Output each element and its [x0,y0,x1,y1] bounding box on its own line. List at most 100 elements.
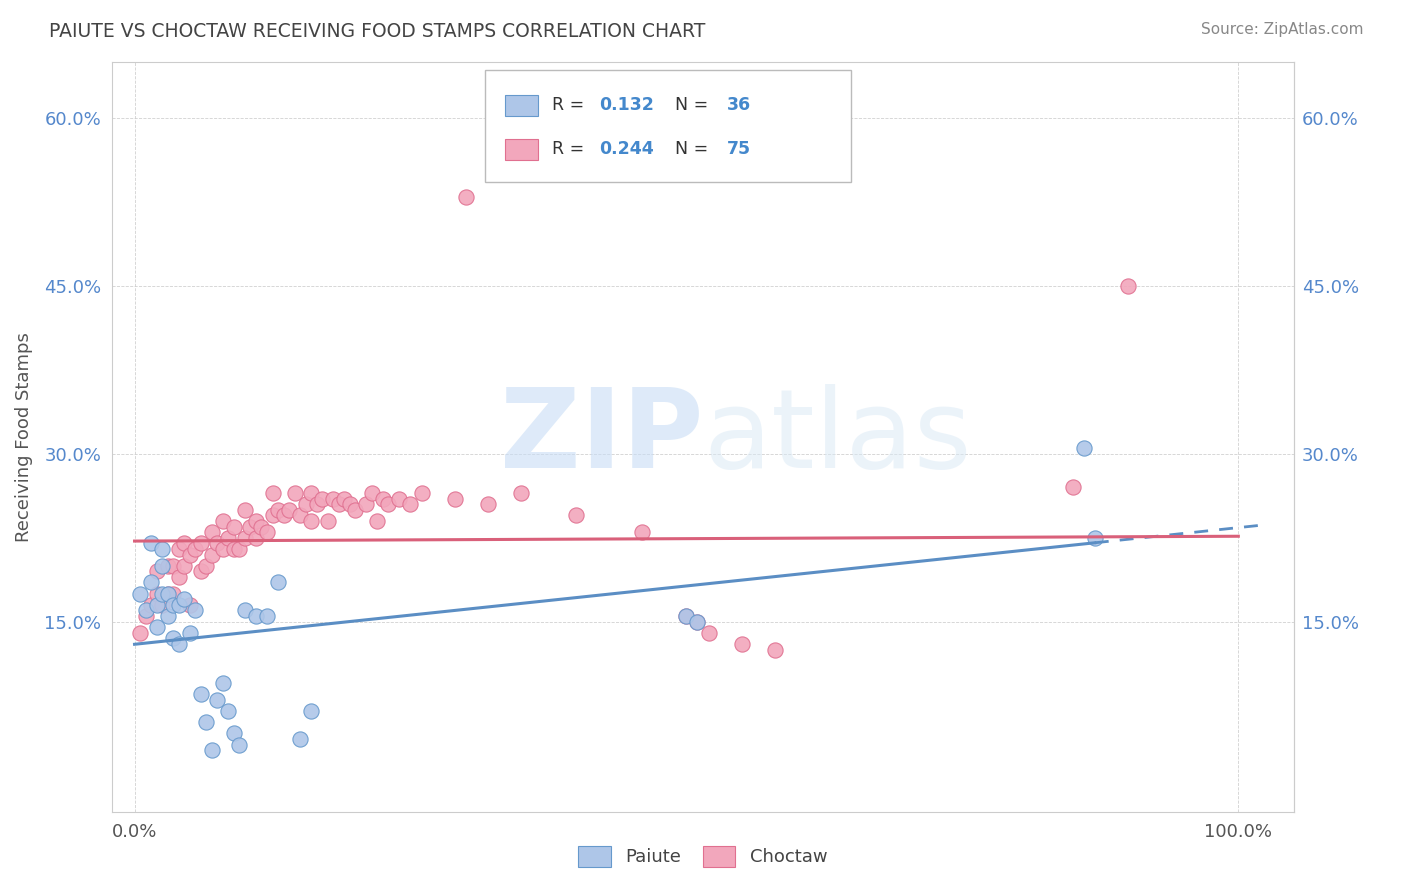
Point [217,704,239,718]
Point [299,514,322,528]
Point [201,525,224,540]
Point [250,519,273,533]
Point [256,525,278,540]
Point [377,497,399,511]
Point [697,625,720,640]
Point [150,558,173,573]
Point [284,486,307,500]
Point [730,637,752,651]
Point [256,609,278,624]
Point [190,536,212,550]
Text: 36: 36 [727,96,751,114]
Text: R =: R = [551,140,589,158]
Point [167,598,190,612]
Point [228,738,250,752]
Text: R =: R = [551,96,589,114]
Point [167,637,190,651]
Point [267,575,290,590]
Point [162,632,184,646]
Text: PAIUTE VS CHOCTAW RECEIVING FOOD STAMPS CORRELATION CHART: PAIUTE VS CHOCTAW RECEIVING FOOD STAMPS … [49,22,706,41]
Point [316,514,339,528]
Point [305,497,328,511]
Point [139,575,162,590]
Point [162,598,184,612]
Point [195,715,218,730]
Point [179,598,201,612]
Point [156,587,179,601]
Point [1084,531,1107,545]
Point [278,502,301,516]
Text: N =: N = [664,140,714,158]
Point [162,587,184,601]
Point [222,519,245,533]
Point [145,587,167,601]
Point [245,514,267,528]
Point [179,625,201,640]
Point [333,491,356,506]
Point [217,531,239,545]
Point [371,491,394,506]
Text: Source: ZipAtlas.com: Source: ZipAtlas.com [1201,22,1364,37]
Point [763,642,786,657]
Point [1073,442,1095,456]
Point [339,497,361,511]
Point [167,541,190,556]
Point [245,609,267,624]
Legend: Paiute, Choctaw: Paiute, Choctaw [571,838,835,874]
Point [299,486,322,500]
Point [190,564,212,578]
Point [233,531,256,545]
Point [686,615,709,629]
Point [207,536,229,550]
Point [201,743,224,757]
Point [675,609,697,624]
Point [675,609,697,624]
Point [477,497,499,511]
Point [179,548,201,562]
Point [156,587,179,601]
Point [366,514,388,528]
Text: 0.132: 0.132 [599,96,654,114]
Point [311,491,333,506]
Text: atlas: atlas [703,384,972,491]
Point [262,508,284,523]
Point [288,732,311,747]
Point [195,558,218,573]
Point [184,541,207,556]
Text: N =: N = [664,96,714,114]
Point [443,491,465,506]
Point [173,592,195,607]
Point [233,502,256,516]
Point [212,676,235,690]
Y-axis label: Receiving Food Stamps: Receiving Food Stamps [15,332,34,542]
Point [207,693,229,707]
Point [222,541,245,556]
Point [565,508,588,523]
Point [267,502,290,516]
Point [150,587,173,601]
Point [245,531,267,545]
Point [190,687,212,701]
Point [129,625,152,640]
Point [360,486,382,500]
Point [322,491,344,506]
Point [156,609,179,624]
Point [1116,279,1139,293]
Point [139,598,162,612]
FancyBboxPatch shape [485,70,851,182]
Point [135,603,157,617]
Point [201,548,224,562]
Point [239,519,262,533]
Point [145,620,167,634]
Point [222,726,245,740]
Text: 75: 75 [727,140,751,158]
Point [411,486,433,500]
Point [145,564,167,578]
Point [228,541,250,556]
Point [135,609,157,624]
Point [356,497,378,511]
Point [1062,480,1084,494]
Point [173,558,195,573]
Point [344,502,367,516]
Point [162,558,184,573]
